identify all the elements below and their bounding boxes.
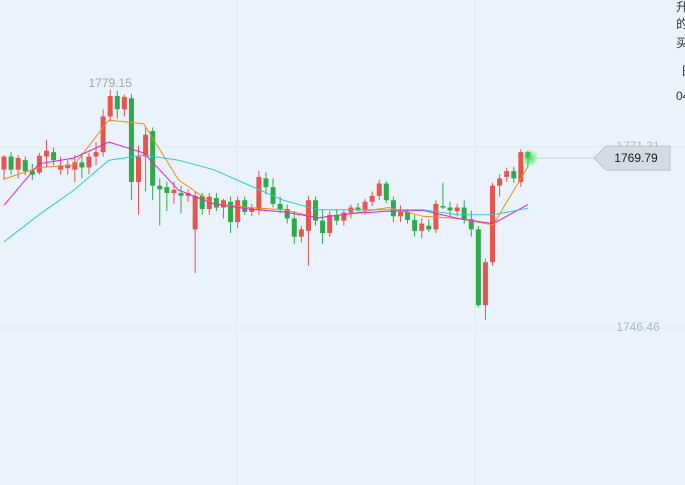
- candle-body: [235, 200, 241, 223]
- candle-body: [376, 183, 382, 196]
- candle-body: [242, 200, 248, 212]
- candle-body: [511, 171, 517, 179]
- candle-body: [320, 220, 326, 234]
- candle-body: [58, 165, 64, 170]
- price-tag: [593, 145, 671, 171]
- candle-body: [143, 134, 149, 157]
- candle-body: [43, 150, 49, 157]
- candle-body: [51, 152, 57, 161]
- candle-body: [65, 164, 71, 169]
- ma-line: [3, 119, 529, 226]
- candle-body: [93, 152, 99, 157]
- candle-body: [15, 158, 21, 170]
- candle-body: [504, 171, 510, 177]
- sidebar-text: 04: [676, 89, 685, 103]
- candle-body: [79, 162, 85, 168]
- candle-body: [114, 96, 120, 110]
- candle-body: [157, 185, 163, 190]
- y-tick-label: 1746.46: [616, 320, 660, 334]
- price-tag-label: 1769.79: [614, 151, 658, 165]
- candle-body: [447, 207, 453, 211]
- candle-body: [298, 229, 304, 237]
- candle-body: [468, 219, 474, 230]
- candle-body: [171, 190, 177, 193]
- sidebar-text: 日: [681, 64, 685, 78]
- candle-body: [419, 223, 425, 231]
- candle-body: [199, 195, 205, 209]
- sidebar-text: 升: [676, 0, 685, 14]
- candle-body: [192, 195, 198, 230]
- candle-body: [327, 214, 333, 234]
- candle-body: [291, 218, 297, 237]
- sidebar: 升的买日 04: [676, 0, 685, 103]
- candle-body: [150, 131, 156, 186]
- candle-body: [397, 211, 403, 217]
- candle-body: [284, 208, 290, 219]
- candle-body: [405, 211, 411, 220]
- candle-body: [178, 192, 184, 196]
- candle-body: [22, 160, 28, 172]
- candle-body: [475, 229, 481, 306]
- candle-body: [206, 196, 212, 209]
- candle-body: [220, 200, 226, 208]
- candle-body: [228, 201, 234, 223]
- candle-body: [128, 98, 134, 183]
- candle-body: [440, 206, 446, 208]
- candle-body: [213, 198, 219, 208]
- sidebar-text: 买: [676, 36, 685, 50]
- candle-body: [412, 219, 418, 231]
- last-price-glow: [520, 149, 539, 168]
- high-label: 1779.15: [89, 76, 133, 90]
- candle-body: [383, 183, 389, 201]
- candle-body: [8, 156, 14, 170]
- sidebar-text: 的: [676, 16, 685, 31]
- candle-body: [100, 116, 106, 153]
- candle-body: [121, 96, 127, 110]
- candle-body: [362, 201, 368, 211]
- candle-body: [454, 207, 460, 212]
- candle-body: [72, 162, 78, 170]
- candle-body: [136, 156, 142, 183]
- candle-body: [256, 176, 262, 210]
- candle-body: [482, 262, 488, 306]
- candle-body: [355, 207, 361, 211]
- candle-body: [86, 156, 92, 168]
- ma-line: [3, 154, 528, 243]
- ma-line: [3, 141, 529, 225]
- candle-body: [277, 203, 283, 209]
- candle-body: [107, 96, 113, 117]
- candle-body: [164, 187, 170, 193]
- candle-body: [313, 200, 319, 221]
- candle-body: [390, 200, 396, 217]
- candle-body: [185, 192, 191, 196]
- candle-body: [341, 212, 347, 221]
- candle-body: [369, 195, 375, 202]
- candle-body: [518, 152, 524, 183]
- candle-body: [263, 178, 269, 188]
- candle-body: [497, 178, 503, 186]
- candle-body: [461, 207, 467, 220]
- candle-body: [29, 171, 35, 175]
- candle-body: [334, 214, 340, 221]
- candle-body: [426, 225, 432, 230]
- candle-body: [1, 156, 7, 170]
